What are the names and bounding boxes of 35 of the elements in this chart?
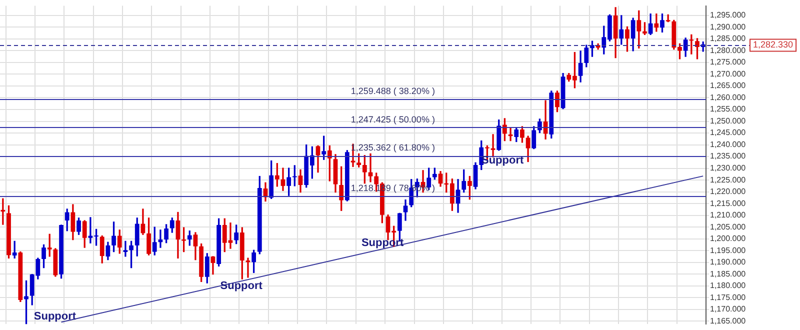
ref-line-label: 1,282.330 (753, 40, 794, 50)
y-tick-label: 1,285.000 (710, 34, 746, 44)
y-tick-label: 1,180.000 (710, 281, 746, 290)
y-tick-label: 1,280.000 (710, 46, 746, 55)
y-tick-label: 1,225.000 (710, 175, 746, 184)
y-tick-label: 1,260.000 (710, 92, 746, 102)
ref-line-label: 1,247.425 ( 50.00% ) (350, 114, 435, 124)
y-tick-label: 1,235.000 (710, 152, 746, 161)
y-tick-label: 1,255.000 (710, 104, 746, 114)
y-tick-label: 1,190.000 (710, 258, 746, 267)
candlestick (368, 153, 373, 182)
y-tick-label: 1,230.000 (710, 163, 746, 172)
y-tick-label: 1,240.000 (710, 140, 746, 149)
y-tick-label: 1,210.000 (710, 210, 746, 220)
y-tick-label: 1,185.000 (710, 269, 746, 278)
ref-line-label: 1,259.488 ( 38.20% ) (350, 86, 435, 96)
annotation: Support (220, 280, 263, 292)
candlestick (123, 240, 128, 257)
y-tick-label: 1,170.000 (710, 304, 746, 314)
y-tick-label: 1,270.000 (710, 69, 746, 78)
y-tick-label: 1,250.000 (710, 116, 746, 126)
y-tick-label: 1,275.000 (710, 58, 746, 67)
candlestick (666, 14, 670, 22)
y-tick-label: 1,290.000 (710, 22, 746, 32)
y-tick-label: 1,215.000 (710, 198, 746, 208)
y-tick-label: 1,265.000 (710, 81, 746, 90)
y-tick-label: 1,175.000 (710, 292, 746, 302)
annotation: Support (34, 310, 76, 322)
y-tick-label: 1,200.000 (710, 234, 746, 244)
y-tick-label: 1,195.000 (710, 246, 746, 255)
y-tick-label: 1,295.000 (710, 10, 746, 20)
y-tick-label: 1,245.000 (710, 128, 746, 138)
y-tick-label: 1,220.000 (710, 187, 746, 196)
y-tick-label: 1,205.000 (710, 222, 746, 232)
y-tick-label: 1,165.000 (710, 316, 746, 326)
